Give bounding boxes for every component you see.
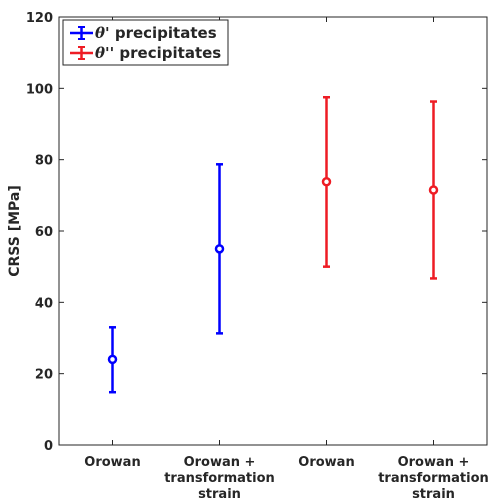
x-tick-label: transformation [378, 471, 489, 486]
errorbar-point [107, 326, 118, 394]
x-tick-label: Orowan [298, 455, 354, 470]
legend-label: θ'' precipitates [95, 44, 221, 62]
legend-symbol: θ' [95, 24, 110, 42]
y-tick-label: 60 [35, 225, 53, 240]
legend-box [62, 19, 229, 66]
y-tick-label: 0 [44, 439, 53, 454]
data-point-marker [321, 177, 332, 187]
x-tick-label: transformation [164, 471, 275, 486]
axes [58, 16, 488, 446]
x-tick-label: Orowan + [184, 455, 256, 470]
errorbar-point [214, 163, 225, 335]
y-tick-label: 100 [26, 82, 53, 97]
data-point-marker [214, 244, 225, 254]
data-point-marker [107, 354, 118, 365]
y-axis-label: CRSS [MPa] [7, 185, 23, 277]
legend-label: θ' precipitates [95, 24, 217, 42]
data-point-marker [428, 185, 439, 195]
errorbar-point [428, 100, 439, 280]
legend-entry: θ'' precipitates [70, 44, 221, 62]
plot-frame [58, 16, 488, 446]
y-tick-label: 20 [35, 368, 53, 383]
x-tick-label: Orowan + [398, 455, 470, 470]
y-ticks: 0 20 40 60 80 100 120 [26, 11, 487, 454]
x-ticks: Orowan Orowan +transformationstrainOrowan… [84, 17, 489, 502]
y-tick-label: 40 [35, 296, 53, 311]
legend-text: precipitates [114, 44, 221, 62]
y-tick-label: 120 [26, 11, 53, 26]
x-tick-label: strain [198, 487, 241, 502]
errorbar-point [321, 96, 332, 268]
data-marks [107, 96, 439, 394]
x-tick-label: Orowan [84, 455, 140, 470]
legend-symbol: θ'' [95, 44, 114, 62]
legend-text: precipitates [110, 24, 217, 42]
legend-entry: θ' precipitates [70, 24, 217, 42]
x-tick-label: strain [412, 487, 455, 502]
y-tick-label: 80 [35, 154, 53, 169]
